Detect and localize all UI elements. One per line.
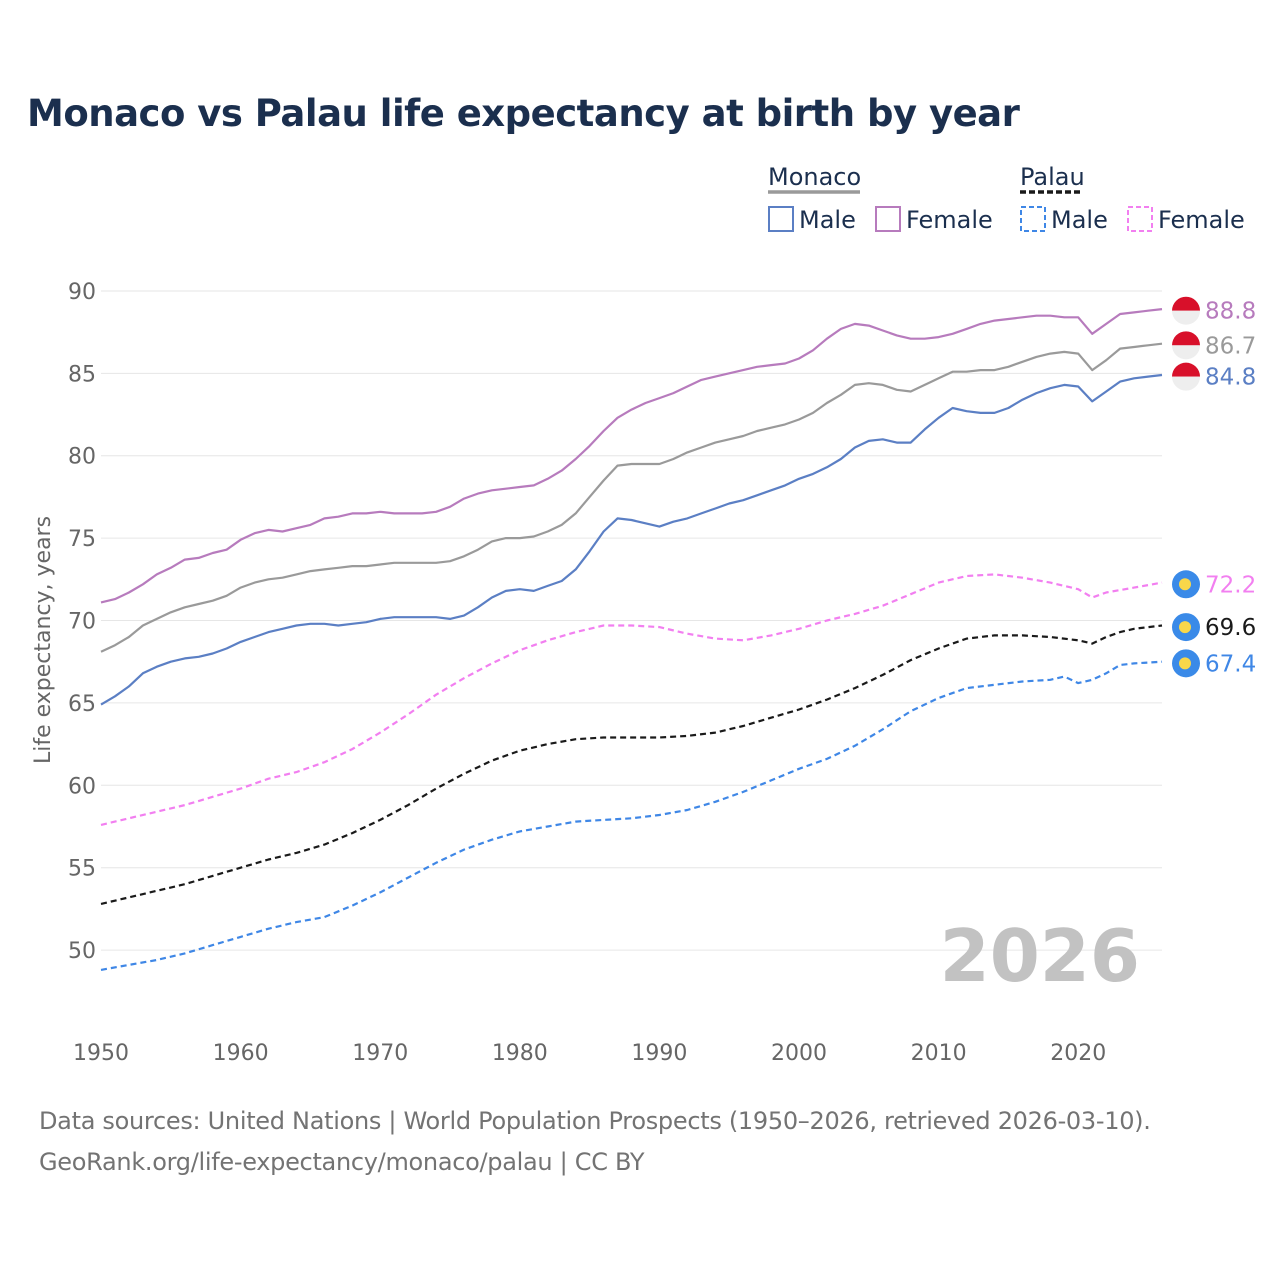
x-tick-label: 2000 bbox=[771, 1041, 827, 1066]
legend-entry-label: Male bbox=[1051, 206, 1108, 234]
y-tick-label: 90 bbox=[68, 280, 96, 305]
legend-entry-label: Female bbox=[906, 206, 993, 234]
end-value-label: 69.6 bbox=[1205, 615, 1256, 641]
legend-swatch-palau-male bbox=[1020, 206, 1046, 232]
monaco-flag-icon bbox=[1172, 331, 1200, 360]
legend-entry-label: Male bbox=[799, 206, 856, 234]
end-value-label: 88.8 bbox=[1205, 299, 1256, 325]
x-tick-label: 1970 bbox=[352, 1041, 408, 1066]
series-line-palau-both bbox=[100, 624, 1163, 905]
chart-title: Monaco vs Palau life expectancy at birth… bbox=[27, 92, 1020, 135]
x-tick-label: 1960 bbox=[213, 1041, 269, 1066]
series-line-monaco-both bbox=[100, 342, 1163, 653]
monaco-flag-icon bbox=[1172, 362, 1200, 391]
footer-credit: GeoRank.org/life-expectancy/monaco/palau… bbox=[39, 1148, 645, 1176]
palau-flag-icon bbox=[1172, 570, 1200, 599]
end-value-label: 72.2 bbox=[1205, 572, 1256, 598]
x-tick-label: 2020 bbox=[1050, 1041, 1106, 1066]
x-tick-label: 2010 bbox=[911, 1041, 967, 1066]
legend-swatch-monaco-male bbox=[768, 206, 794, 232]
y-tick-label: 60 bbox=[68, 774, 96, 799]
palau-flag-icon bbox=[1172, 649, 1200, 678]
legend-swatch-monaco-female bbox=[875, 206, 901, 232]
year-watermark: 2026 bbox=[940, 914, 1140, 998]
monaco-flag-icon bbox=[1172, 296, 1200, 325]
x-tick-label: 1990 bbox=[631, 1041, 687, 1066]
y-axis-label: Life expectancy, years bbox=[31, 516, 56, 764]
x-tick-label: 1950 bbox=[73, 1041, 129, 1066]
y-tick-label: 80 bbox=[68, 445, 96, 470]
legend-entry-label: Female bbox=[1158, 206, 1245, 234]
palau-flag-icon bbox=[1172, 613, 1200, 642]
series-line-palau-female bbox=[100, 573, 1163, 826]
legend-swatch-palau-female bbox=[1127, 206, 1153, 232]
y-tick-label: 55 bbox=[68, 857, 96, 882]
x-tick-label: 1980 bbox=[492, 1041, 548, 1066]
legend-heading-monaco: Monaco bbox=[768, 163, 861, 191]
end-value-label: 86.7 bbox=[1205, 333, 1256, 359]
end-value-label: 84.8 bbox=[1205, 365, 1256, 391]
end-value-label: 67.4 bbox=[1205, 651, 1256, 677]
footer-sources: Data sources: United Nations | World Pop… bbox=[39, 1107, 1151, 1135]
y-tick-label: 70 bbox=[68, 610, 96, 635]
y-tick-label: 75 bbox=[68, 527, 96, 552]
series-line-monaco-female bbox=[100, 308, 1163, 604]
series-line-palau-male bbox=[100, 660, 1163, 971]
y-tick-label: 65 bbox=[68, 692, 96, 717]
legend-heading-palau: Palau bbox=[1020, 163, 1085, 191]
y-tick-label: 50 bbox=[68, 939, 96, 964]
series-line-monaco-male bbox=[100, 373, 1163, 706]
y-tick-label: 85 bbox=[68, 362, 96, 387]
